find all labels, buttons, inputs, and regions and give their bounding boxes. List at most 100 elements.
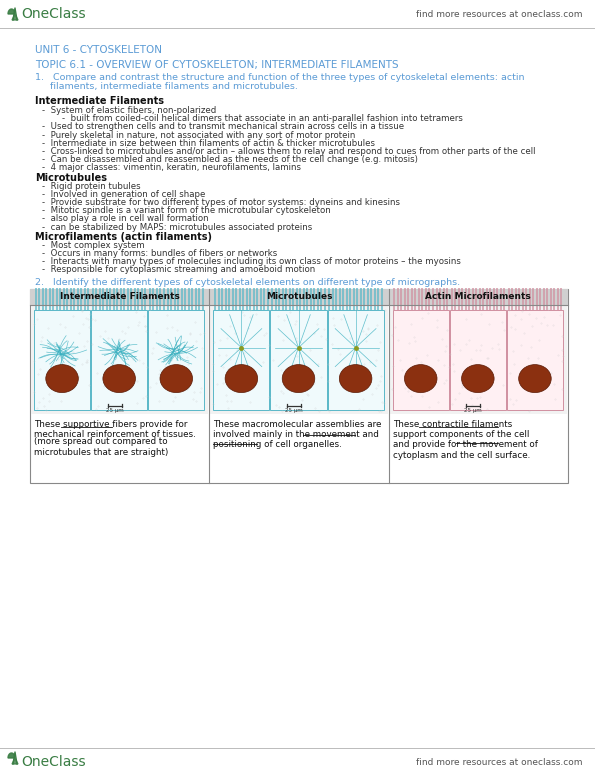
Bar: [475, 288, 477, 310]
Bar: [296, 288, 298, 310]
Bar: [159, 288, 161, 310]
Bar: [92, 288, 94, 310]
Bar: [446, 288, 448, 310]
Text: -  Involved in generation of cell shape: - Involved in generation of cell shape: [42, 189, 205, 199]
Bar: [529, 288, 531, 310]
Text: These macromolecular assemblies are
involved mainly in the movement and
position: These macromolecular assemblies are invo…: [214, 420, 382, 450]
Bar: [493, 288, 494, 310]
Bar: [458, 288, 459, 310]
Bar: [267, 288, 269, 310]
Bar: [432, 288, 434, 310]
Bar: [263, 288, 265, 310]
Bar: [546, 288, 548, 310]
Bar: [425, 288, 427, 310]
Text: -  System of elastic fibers, non-polarized: - System of elastic fibers, non-polarize…: [42, 106, 216, 115]
Bar: [550, 288, 552, 310]
Bar: [349, 288, 352, 310]
Bar: [508, 288, 510, 310]
Bar: [439, 288, 441, 310]
Text: Intermediate Filaments: Intermediate Filaments: [35, 96, 164, 106]
Bar: [63, 288, 65, 310]
Bar: [421, 288, 424, 310]
Bar: [390, 306, 567, 413]
Bar: [249, 288, 251, 310]
Bar: [465, 288, 466, 310]
Text: These supportive fibers provide for
mechanical reinforcement of tissues.: These supportive fibers provide for mech…: [34, 420, 196, 439]
Text: 25 µm: 25 µm: [465, 407, 482, 413]
Bar: [221, 288, 223, 310]
Text: -  can be stabilized by MAPS: microtubules associated proteins: - can be stabilized by MAPS: microtubule…: [42, 223, 312, 232]
Bar: [127, 288, 129, 310]
Bar: [187, 288, 190, 310]
Text: OneClass: OneClass: [21, 7, 86, 21]
Text: find more resources at oneclass.com: find more resources at oneclass.com: [416, 10, 583, 19]
Bar: [557, 288, 559, 310]
Bar: [332, 288, 334, 310]
Bar: [242, 288, 244, 310]
Text: -  built from coiled-coil helical dimers that associate in an anti-parallel fash: - built from coiled-coil helical dimers …: [62, 114, 463, 123]
Bar: [60, 288, 61, 310]
Polygon shape: [12, 14, 18, 20]
Bar: [482, 288, 484, 310]
Bar: [532, 288, 534, 310]
Bar: [77, 288, 79, 310]
Bar: [317, 288, 319, 310]
Ellipse shape: [103, 365, 136, 393]
Ellipse shape: [46, 365, 79, 393]
Bar: [397, 288, 399, 310]
Text: -  Provide substrate for two different types of motor systems: dyneins and kines: - Provide substrate for two different ty…: [42, 198, 400, 207]
Bar: [120, 288, 122, 310]
Bar: [211, 306, 388, 413]
Bar: [320, 288, 322, 310]
Bar: [285, 288, 287, 310]
Text: (more spread out compared to
microtubules that are straight): (more spread out compared to microtubule…: [34, 427, 168, 457]
Bar: [478, 288, 481, 310]
Bar: [356, 288, 358, 310]
Text: -  Intermediate in size between thin filaments of actin & thicker microtubules: - Intermediate in size between thin fila…: [42, 139, 375, 148]
Text: 1.   Compare and contrast the structure and function of the three types of cytos: 1. Compare and contrast the structure an…: [35, 73, 525, 82]
Text: Microtubules: Microtubules: [266, 292, 332, 301]
Bar: [360, 288, 362, 310]
Text: -  Responsible for cytoplasmic streaming and amoeboid motion: - Responsible for cytoplasmic streaming …: [42, 266, 315, 274]
Bar: [109, 288, 111, 310]
Bar: [73, 288, 76, 310]
Text: -  Interacts with many types of molecules including its own class of motor prote: - Interacts with many types of molecules…: [42, 257, 461, 266]
Ellipse shape: [339, 365, 372, 393]
Ellipse shape: [462, 365, 494, 393]
Bar: [507, 310, 563, 410]
Bar: [511, 288, 513, 310]
Bar: [239, 288, 240, 310]
Bar: [130, 288, 133, 310]
Bar: [99, 288, 101, 310]
Bar: [271, 310, 327, 410]
Bar: [393, 288, 396, 310]
Bar: [152, 288, 155, 310]
Polygon shape: [8, 9, 15, 14]
Bar: [45, 288, 47, 310]
Text: -  Used to strengthen cells and to transmit mechanical strain across cells in a : - Used to strengthen cells and to transm…: [42, 122, 404, 132]
Text: TOPIC 6.1 - OVERVIEW OF CYTOSKELETON; INTERMEDIATE FILAMENTS: TOPIC 6.1 - OVERVIEW OF CYTOSKELETON; IN…: [35, 60, 399, 70]
Bar: [102, 288, 104, 310]
Bar: [198, 288, 200, 310]
Bar: [66, 288, 68, 310]
Bar: [454, 288, 456, 310]
Bar: [95, 288, 98, 310]
Bar: [346, 288, 348, 310]
Bar: [400, 288, 402, 310]
Text: -  Cross-linked to microtubules and/or actin – allows them to relay and respond : - Cross-linked to microtubules and/or ac…: [42, 147, 536, 156]
Bar: [496, 288, 498, 310]
Bar: [180, 288, 183, 310]
Text: These: These: [34, 420, 63, 429]
Bar: [214, 310, 270, 410]
Bar: [228, 288, 230, 310]
Ellipse shape: [160, 365, 193, 393]
Bar: [515, 288, 516, 310]
Bar: [34, 310, 90, 410]
Bar: [231, 288, 234, 310]
Bar: [84, 288, 86, 310]
Bar: [525, 288, 527, 310]
Bar: [259, 288, 262, 310]
Bar: [202, 288, 203, 310]
Bar: [246, 288, 248, 310]
Bar: [486, 288, 487, 310]
